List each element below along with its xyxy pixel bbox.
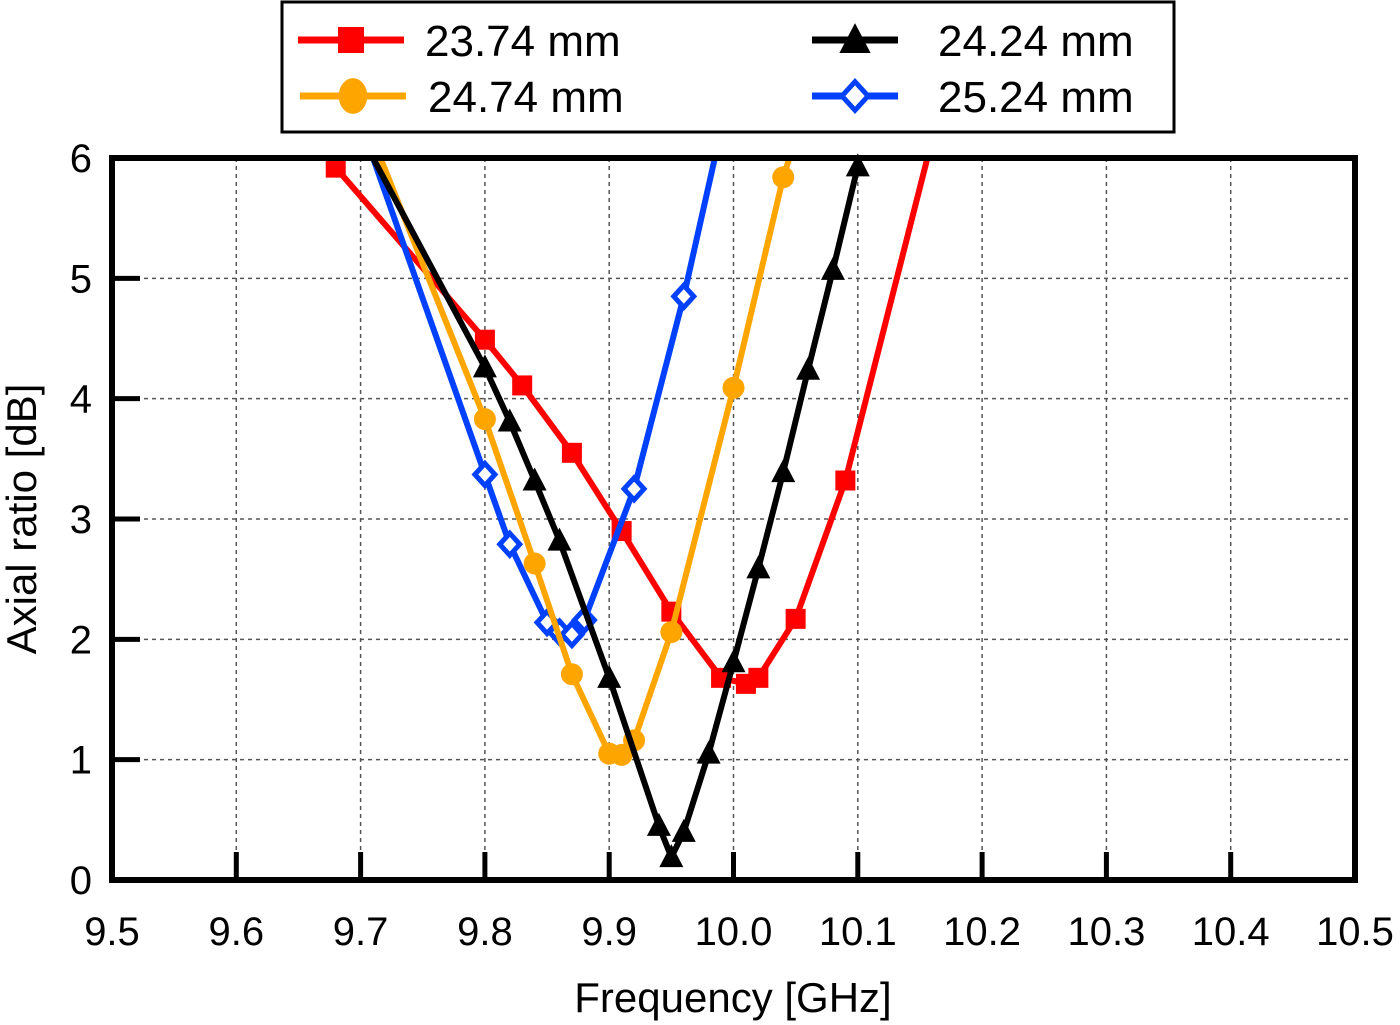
triangle-marker bbox=[497, 408, 522, 432]
legend-label: 24.24 mm bbox=[938, 17, 1134, 66]
y-tick-label: 4 bbox=[70, 378, 92, 422]
axis-ticks bbox=[112, 275, 1234, 880]
triangle-marker bbox=[839, 23, 871, 53]
square-marker bbox=[325, 157, 346, 178]
circle-marker bbox=[473, 408, 496, 431]
x-tick-labels: 9.5 9.6 9.7 9.8 9.9 10.0 10.1 10.2 10.3 10.4 10.5 bbox=[84, 910, 1394, 954]
series-2374 bbox=[325, 157, 931, 694]
square-marker bbox=[338, 27, 364, 53]
triangle-marker bbox=[820, 256, 845, 280]
y-tick-label: 2 bbox=[70, 618, 92, 662]
triangle-marker bbox=[659, 844, 684, 868]
triangle-marker bbox=[721, 649, 746, 673]
x-tick-label: 10.0 bbox=[695, 910, 773, 954]
y-tick-label: 5 bbox=[70, 257, 92, 301]
diamond-marker bbox=[471, 459, 499, 490]
x-tick-label: 9.9 bbox=[581, 910, 637, 954]
circle-marker bbox=[560, 663, 583, 686]
legend-label: 25.24 mm bbox=[938, 73, 1134, 122]
x-tick-label: 9.7 bbox=[333, 910, 389, 954]
circle-marker bbox=[338, 78, 368, 114]
series-2474 bbox=[377, 156, 795, 766]
triangle-marker bbox=[646, 812, 671, 836]
grid-lines bbox=[112, 158, 1355, 880]
x-axis-title: Frequency [GHz] bbox=[574, 974, 891, 1021]
legend-box bbox=[280, 0, 1176, 134]
legend-item: 23.74 mm bbox=[298, 17, 621, 66]
triangle-marker bbox=[796, 356, 821, 380]
y-tick-label: 3 bbox=[70, 498, 92, 542]
legend: 23.74 mm 24.24 mm 24.74 mm 25.24 mm bbox=[280, 0, 1176, 134]
triangle-marker bbox=[472, 354, 497, 378]
x-tick-label: 10.4 bbox=[1192, 910, 1270, 954]
circle-marker bbox=[722, 376, 745, 399]
y-axis-title: Axial ratio [dB] bbox=[0, 384, 45, 655]
diamond-marker bbox=[670, 281, 698, 312]
y-tick-label: 0 bbox=[70, 859, 92, 903]
x-tick-label: 9.6 bbox=[208, 910, 264, 954]
diamond-marker bbox=[496, 529, 524, 559]
series-line bbox=[370, 156, 861, 861]
y-tick-label: 6 bbox=[70, 137, 92, 181]
legend-item: 24.24 mm bbox=[812, 17, 1134, 66]
x-tick-label: 9.5 bbox=[84, 910, 140, 954]
triangle-marker bbox=[597, 664, 622, 688]
series-2524 bbox=[370, 157, 718, 650]
diamond-marker bbox=[558, 619, 586, 650]
x-tick-label: 10.5 bbox=[1316, 910, 1394, 954]
triangle-marker bbox=[671, 818, 696, 842]
triangle-marker bbox=[845, 153, 870, 177]
square-marker bbox=[785, 608, 806, 629]
triangle-marker bbox=[771, 459, 796, 483]
triangle-marker bbox=[746, 555, 771, 579]
circle-marker bbox=[772, 166, 795, 189]
diamond-marker bbox=[620, 474, 648, 504]
y-tick-label: 1 bbox=[70, 739, 92, 783]
x-tick-label: 9.8 bbox=[457, 910, 513, 954]
x-tick-label: 10.1 bbox=[819, 910, 897, 954]
legend-item: 24.74 mm bbox=[300, 73, 624, 122]
legend-label: 23.74 mm bbox=[425, 17, 621, 66]
square-marker bbox=[835, 470, 856, 491]
triangle-marker bbox=[547, 527, 572, 551]
x-tick-label: 10.2 bbox=[943, 910, 1021, 954]
series-2424 bbox=[370, 153, 870, 868]
data-series bbox=[325, 153, 931, 868]
square-marker bbox=[561, 442, 582, 463]
triangle-marker bbox=[696, 740, 721, 764]
square-marker bbox=[474, 329, 495, 350]
y-tick-labels: 0 1 2 3 4 5 6 bbox=[70, 137, 92, 903]
circle-marker bbox=[523, 552, 546, 575]
diamond-marker bbox=[838, 77, 872, 115]
legend-item: 25.24 mm bbox=[812, 73, 1134, 122]
circle-marker bbox=[610, 743, 633, 766]
x-tick-label: 10.3 bbox=[1067, 910, 1145, 954]
legend-label: 24.74 mm bbox=[428, 73, 624, 122]
triangle-marker bbox=[522, 467, 547, 491]
circle-marker bbox=[660, 621, 683, 644]
square-marker bbox=[512, 375, 533, 396]
square-marker bbox=[748, 667, 769, 688]
